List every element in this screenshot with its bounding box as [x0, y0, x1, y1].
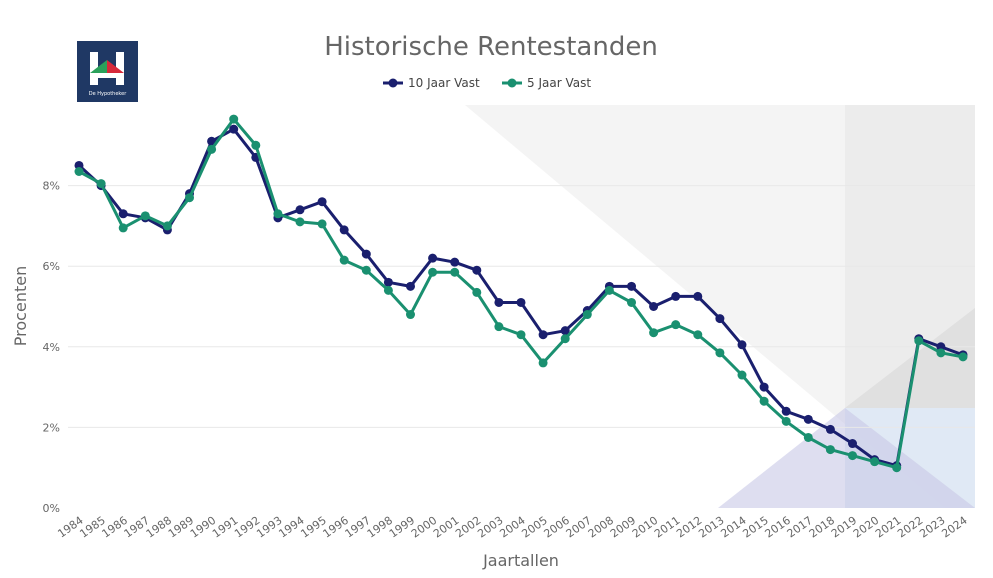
- data-point-5-jaar-vast[interactable]: [693, 330, 703, 340]
- legend-label-10-jaar: 10 Jaar Vast: [408, 76, 480, 90]
- data-point-5-jaar-vast[interactable]: [450, 267, 460, 277]
- data-point-5-jaar-vast[interactable]: [958, 352, 968, 362]
- data-point-5-jaar-vast[interactable]: [317, 219, 327, 229]
- data-point-10-jaar-vast[interactable]: [538, 330, 548, 340]
- data-point-5-jaar-vast[interactable]: [781, 416, 791, 426]
- data-point-5-jaar-vast[interactable]: [759, 396, 769, 406]
- data-point-10-jaar-vast[interactable]: [627, 281, 636, 291]
- data-point-10-jaar-vast[interactable]: [317, 197, 327, 207]
- data-point-10-jaar-vast[interactable]: [759, 382, 769, 392]
- data-point-5-jaar-vast[interactable]: [892, 463, 902, 473]
- y-tick-label: 0%: [43, 502, 60, 515]
- data-point-5-jaar-vast[interactable]: [74, 166, 84, 176]
- data-point-5-jaar-vast[interactable]: [649, 328, 659, 338]
- data-point-5-jaar-vast[interactable]: [825, 445, 835, 455]
- data-point-10-jaar-vast[interactable]: [781, 406, 791, 416]
- data-point-10-jaar-vast[interactable]: [118, 209, 128, 219]
- logo-roof-green: [90, 60, 107, 73]
- data-point-5-jaar-vast[interactable]: [162, 221, 172, 231]
- data-point-5-jaar-vast[interactable]: [582, 310, 592, 320]
- data-point-5-jaar-vast[interactable]: [207, 144, 217, 154]
- data-point-10-jaar-vast[interactable]: [450, 257, 460, 267]
- data-point-5-jaar-vast[interactable]: [472, 287, 482, 297]
- data-point-10-jaar-vast[interactable]: [560, 326, 570, 336]
- legend-marker-10-jaar: [388, 78, 398, 88]
- data-point-10-jaar-vast[interactable]: [803, 414, 813, 424]
- x-axis-title: Jaartallen: [482, 551, 559, 570]
- data-point-10-jaar-vast[interactable]: [361, 249, 371, 259]
- data-point-5-jaar-vast[interactable]: [737, 370, 747, 380]
- series-5-jaar-vast: [74, 114, 968, 473]
- x-tick-label: 2024: [939, 514, 969, 541]
- logo-h-left: [90, 52, 98, 85]
- data-point-5-jaar-vast[interactable]: [406, 310, 415, 320]
- data-point-5-jaar-vast[interactable]: [96, 179, 106, 189]
- data-point-10-jaar-vast[interactable]: [472, 265, 482, 275]
- data-point-10-jaar-vast[interactable]: [229, 124, 239, 134]
- data-point-5-jaar-vast[interactable]: [273, 209, 283, 219]
- data-point-5-jaar-vast[interactable]: [715, 348, 725, 358]
- data-point-5-jaar-vast[interactable]: [295, 217, 305, 227]
- bg-grey-triangle: [845, 308, 975, 408]
- data-point-5-jaar-vast[interactable]: [848, 451, 857, 461]
- logo-roof-red: [107, 60, 124, 73]
- data-point-5-jaar-vast[interactable]: [383, 285, 393, 295]
- data-point-10-jaar-vast[interactable]: [671, 291, 681, 301]
- brand-logo: De Hypotheker: [77, 41, 138, 102]
- data-point-5-jaar-vast[interactable]: [361, 265, 371, 275]
- data-point-5-jaar-vast[interactable]: [118, 223, 128, 233]
- y-axis-title: Procenten: [11, 266, 30, 346]
- series-layer: [74, 114, 968, 473]
- data-point-5-jaar-vast[interactable]: [914, 336, 924, 346]
- data-point-5-jaar-vast[interactable]: [339, 255, 349, 265]
- data-point-10-jaar-vast[interactable]: [494, 297, 504, 307]
- data-point-5-jaar-vast[interactable]: [936, 348, 946, 358]
- data-point-10-jaar-vast[interactable]: [339, 225, 349, 235]
- data-point-10-jaar-vast[interactable]: [516, 297, 526, 307]
- chart-legend: 10 Jaar Vast 5 Jaar Vast: [383, 76, 591, 90]
- data-point-5-jaar-vast[interactable]: [870, 457, 880, 467]
- data-point-5-jaar-vast[interactable]: [494, 322, 504, 332]
- data-point-5-jaar-vast[interactable]: [140, 211, 150, 221]
- data-point-10-jaar-vast[interactable]: [295, 205, 305, 215]
- y-tick-label: 2%: [43, 421, 60, 434]
- background-decoration: [465, 105, 975, 508]
- data-point-10-jaar-vast[interactable]: [649, 302, 659, 311]
- data-point-10-jaar-vast[interactable]: [428, 253, 438, 263]
- y-tick-label: 8%: [43, 180, 60, 193]
- logo-h-bar: [98, 73, 116, 78]
- legend-label-5-jaar: 5 Jaar Vast: [527, 76, 591, 90]
- data-point-10-jaar-vast[interactable]: [848, 439, 857, 449]
- bg-lavender-triangle: [718, 408, 975, 508]
- data-point-5-jaar-vast[interactable]: [604, 285, 614, 295]
- data-point-10-jaar-vast[interactable]: [383, 277, 393, 287]
- data-point-10-jaar-vast[interactable]: [693, 291, 703, 301]
- chart-title: Historische Rentestanden: [324, 32, 658, 62]
- data-point-5-jaar-vast[interactable]: [516, 330, 526, 340]
- data-point-5-jaar-vast[interactable]: [185, 193, 194, 203]
- y-tick-label: 4%: [43, 341, 60, 354]
- data-point-5-jaar-vast[interactable]: [560, 334, 570, 344]
- data-point-10-jaar-vast[interactable]: [737, 340, 747, 350]
- legend-marker-5-jaar: [507, 78, 517, 88]
- logo-caption: De Hypotheker: [89, 91, 127, 97]
- data-point-10-jaar-vast[interactable]: [825, 424, 835, 434]
- y-axis-ticks: 0% 2% 4% 6% 8%: [43, 180, 60, 515]
- data-point-5-jaar-vast[interactable]: [627, 297, 636, 307]
- data-point-5-jaar-vast[interactable]: [803, 432, 813, 442]
- logo-h-right: [116, 52, 124, 85]
- data-point-5-jaar-vast[interactable]: [229, 114, 239, 124]
- data-point-5-jaar-vast[interactable]: [538, 358, 548, 368]
- data-point-5-jaar-vast[interactable]: [251, 140, 261, 150]
- y-tick-label: 6%: [43, 260, 60, 273]
- data-point-5-jaar-vast[interactable]: [671, 320, 681, 330]
- x-axis-ticks: 1984198519861987198819891990199119921993…: [55, 514, 969, 541]
- data-point-10-jaar-vast[interactable]: [207, 136, 217, 146]
- data-point-5-jaar-vast[interactable]: [428, 267, 438, 277]
- data-point-10-jaar-vast[interactable]: [406, 281, 415, 291]
- data-point-10-jaar-vast[interactable]: [715, 314, 725, 324]
